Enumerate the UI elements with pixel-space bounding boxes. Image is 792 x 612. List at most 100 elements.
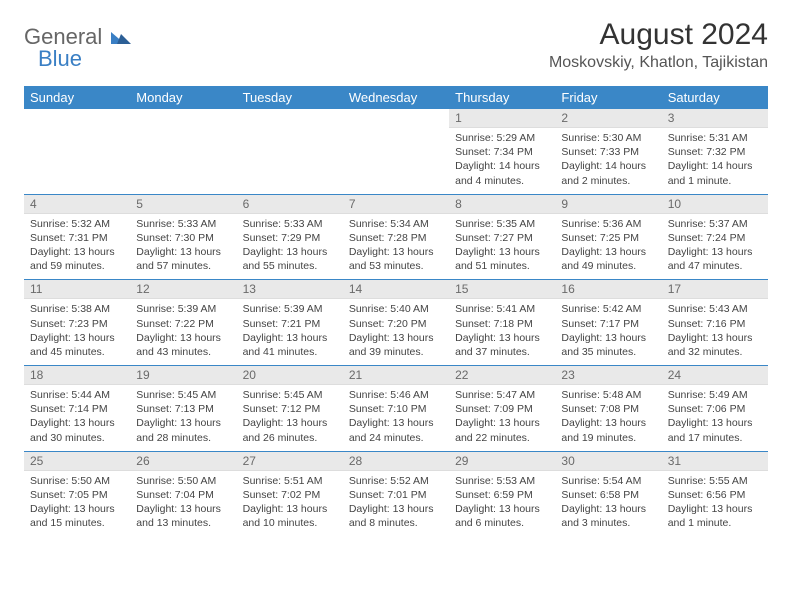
day-details: Sunrise: 5:29 AMSunset: 7:34 PMDaylight:… [449, 128, 555, 194]
day-number: 18 [24, 366, 130, 385]
day-number: 30 [555, 452, 661, 471]
day-detail-line: Sunset: 7:17 PM [561, 317, 655, 331]
day-detail-line: Sunrise: 5:36 AM [561, 217, 655, 231]
day-details: Sunrise: 5:50 AMSunset: 7:04 PMDaylight:… [130, 471, 236, 537]
day-detail-line: Daylight: 13 hours and 47 minutes. [668, 245, 762, 273]
day-detail-line: Sunset: 7:05 PM [30, 488, 124, 502]
day-detail-line: Sunrise: 5:52 AM [349, 474, 443, 488]
day-details: Sunrise: 5:30 AMSunset: 7:33 PMDaylight:… [555, 128, 661, 194]
day-details: Sunrise: 5:45 AMSunset: 7:12 PMDaylight:… [237, 385, 343, 451]
location-subtitle: Moskovskiy, Khatlon, Tajikistan [549, 54, 768, 72]
calendar-day-cell: 11Sunrise: 5:38 AMSunset: 7:23 PMDayligh… [24, 280, 130, 366]
day-detail-line: Daylight: 13 hours and 15 minutes. [30, 502, 124, 530]
day-number: 25 [24, 452, 130, 471]
day-detail-line: Sunrise: 5:54 AM [561, 474, 655, 488]
day-detail-line: Daylight: 13 hours and 8 minutes. [349, 502, 443, 530]
day-details: Sunrise: 5:50 AMSunset: 7:05 PMDaylight:… [24, 471, 130, 537]
day-detail-line: Sunset: 7:08 PM [561, 402, 655, 416]
day-detail-line: Sunrise: 5:46 AM [349, 388, 443, 402]
day-detail-line: Daylight: 13 hours and 13 minutes. [136, 502, 230, 530]
day-details: Sunrise: 5:47 AMSunset: 7:09 PMDaylight:… [449, 385, 555, 451]
day-detail-line: Sunset: 7:09 PM [455, 402, 549, 416]
day-detail-line: Daylight: 13 hours and 57 minutes. [136, 245, 230, 273]
day-details: Sunrise: 5:39 AMSunset: 7:22 PMDaylight:… [130, 299, 236, 365]
day-detail-line: Daylight: 13 hours and 49 minutes. [561, 245, 655, 273]
calendar-day-cell: 29Sunrise: 5:53 AMSunset: 6:59 PMDayligh… [449, 451, 555, 536]
day-details [237, 113, 343, 171]
day-number: 14 [343, 280, 449, 299]
calendar-day-cell: 7Sunrise: 5:34 AMSunset: 7:28 PMDaylight… [343, 194, 449, 280]
calendar-day-cell [130, 109, 236, 194]
calendar-day-cell: 5Sunrise: 5:33 AMSunset: 7:30 PMDaylight… [130, 194, 236, 280]
weekday-header-row: Sunday Monday Tuesday Wednesday Thursday… [24, 86, 768, 109]
weekday-header: Friday [555, 86, 661, 109]
day-number: 15 [449, 280, 555, 299]
day-detail-line: Sunrise: 5:44 AM [30, 388, 124, 402]
day-number: 9 [555, 195, 661, 214]
calendar-day-cell: 16 Sunrise: 5:42 AMSunset: 7:17 PMDayligh… [555, 280, 661, 366]
day-detail-line: Sunrise: 5:48 AM [561, 388, 655, 402]
day-detail-line: Sunset: 7:14 PM [30, 402, 124, 416]
day-detail-line: Sunset: 7:22 PM [136, 317, 230, 331]
day-detail-line: Daylight: 13 hours and 32 minutes. [668, 331, 762, 359]
triangle-icon [111, 28, 131, 44]
day-details: Sunrise: 5:35 AMSunset: 7:27 PMDaylight:… [449, 214, 555, 280]
day-detail-line: Daylight: 13 hours and 39 minutes. [349, 331, 443, 359]
day-number: 6 [237, 195, 343, 214]
day-detail-line: Daylight: 13 hours and 35 minutes. [561, 331, 655, 359]
calendar-day-cell [343, 109, 449, 194]
day-detail-line: Sunset: 7:02 PM [243, 488, 337, 502]
calendar-day-cell: 2Sunrise: 5:30 AMSunset: 7:33 PMDaylight… [555, 109, 661, 194]
page-title: August 2024 [549, 18, 768, 52]
day-details [24, 113, 130, 171]
day-number: 16 [555, 280, 661, 299]
weekday-header: Thursday [449, 86, 555, 109]
day-detail-line: Sunrise: 5:43 AM [668, 302, 762, 316]
day-detail-line: Sunrise: 5:42 AM [561, 302, 655, 316]
day-detail-line: Daylight: 13 hours and 53 minutes. [349, 245, 443, 273]
day-number: 21 [343, 366, 449, 385]
calendar-day-cell: 10Sunrise: 5:37 AMSunset: 7:24 PMDayligh… [662, 194, 768, 280]
day-detail-line: Daylight: 13 hours and 3 minutes. [561, 502, 655, 530]
day-detail-line: Sunrise: 5:45 AM [243, 388, 337, 402]
day-detail-line: Sunset: 7:01 PM [349, 488, 443, 502]
day-details: Sunrise: 5:49 AMSunset: 7:06 PMDaylight:… [662, 385, 768, 451]
day-detail-line: Sunset: 7:27 PM [455, 231, 549, 245]
calendar-week-row: 4Sunrise: 5:32 AMSunset: 7:31 PMDaylight… [24, 194, 768, 280]
day-number: 31 [662, 452, 768, 471]
day-detail-line: Daylight: 13 hours and 24 minutes. [349, 416, 443, 444]
day-details: Sunrise: 5:36 AMSunset: 7:25 PMDaylight:… [555, 214, 661, 280]
day-details: Sunrise: 5:51 AMSunset: 7:02 PMDaylight:… [237, 471, 343, 537]
day-details: Sunrise: 5:55 AMSunset: 6:56 PMDaylight:… [662, 471, 768, 537]
calendar-body: 1Sunrise: 5:29 AMSunset: 7:34 PMDaylight… [24, 109, 768, 536]
day-number: 24 [662, 366, 768, 385]
day-detail-line: Sunrise: 5:51 AM [243, 474, 337, 488]
day-detail-line: Sunset: 7:33 PM [561, 145, 655, 159]
day-detail-line: Daylight: 13 hours and 1 minute. [668, 502, 762, 530]
day-number: 28 [343, 452, 449, 471]
day-detail-line: Sunrise: 5:39 AM [136, 302, 230, 316]
day-detail-line: Sunrise: 5:47 AM [455, 388, 549, 402]
calendar-day-cell: 30Sunrise: 5:54 AMSunset: 6:58 PMDayligh… [555, 451, 661, 536]
day-detail-line: Sunrise: 5:40 AM [349, 302, 443, 316]
day-detail-line: Daylight: 13 hours and 17 minutes. [668, 416, 762, 444]
day-detail-line: Sunset: 7:34 PM [455, 145, 549, 159]
day-detail-line: Sunset: 7:04 PM [136, 488, 230, 502]
day-detail-line: Daylight: 13 hours and 43 minutes. [136, 331, 230, 359]
day-number: 2 [555, 109, 661, 128]
calendar-day-cell: 20Sunrise: 5:45 AMSunset: 7:12 PMDayligh… [237, 366, 343, 452]
day-detail-line: Daylight: 13 hours and 6 minutes. [455, 502, 549, 530]
calendar-day-cell: 21Sunrise: 5:46 AMSunset: 7:10 PMDayligh… [343, 366, 449, 452]
calendar-week-row: 11Sunrise: 5:38 AMSunset: 7:23 PMDayligh… [24, 280, 768, 366]
calendar-day-cell: 6Sunrise: 5:33 AMSunset: 7:29 PMDaylight… [237, 194, 343, 280]
calendar-day-cell: 18Sunrise: 5:44 AMSunset: 7:14 PMDayligh… [24, 366, 130, 452]
weekday-header: Saturday [662, 86, 768, 109]
day-detail-line: Sunset: 7:18 PM [455, 317, 549, 331]
day-detail-line: Sunset: 7:16 PM [668, 317, 762, 331]
day-details [343, 113, 449, 171]
day-details: Sunrise: 5:39 AMSunset: 7:21 PMDaylight:… [237, 299, 343, 365]
day-number: 29 [449, 452, 555, 471]
day-number: 5 [130, 195, 236, 214]
day-detail-line: Sunrise: 5:50 AM [30, 474, 124, 488]
calendar-day-cell: 3Sunrise: 5:31 AMSunset: 7:32 PMDaylight… [662, 109, 768, 194]
